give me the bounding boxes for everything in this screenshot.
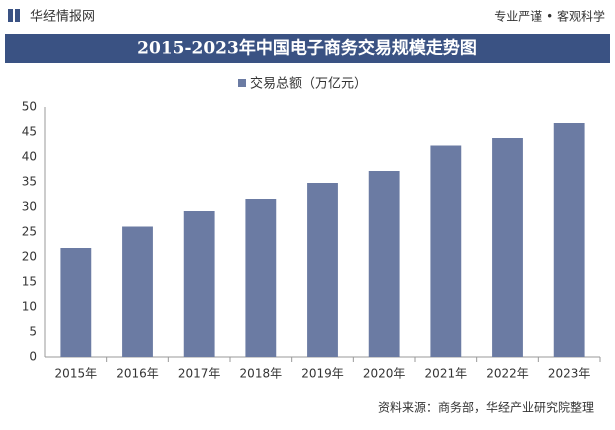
y-tick-label: 45 — [22, 125, 37, 139]
x-tick-label: 2022年 — [486, 367, 529, 381]
y-tick-label: 20 — [22, 250, 37, 264]
bar — [368, 171, 400, 357]
bar — [245, 199, 277, 357]
x-tick-label: 2020年 — [363, 367, 406, 381]
x-tick-label: 2019年 — [301, 367, 344, 381]
x-tick-label: 2023年 — [548, 367, 591, 381]
y-tick-label: 10 — [22, 300, 37, 314]
logo-text: 华经情报网 — [30, 10, 95, 25]
legend-label: 交易总额（万亿元） — [250, 76, 367, 92]
bar — [183, 211, 215, 357]
y-tick-label: 0 — [29, 350, 37, 364]
bar — [553, 123, 585, 357]
x-tick-label: 2017年 — [178, 367, 221, 381]
y-tick-label: 25 — [22, 225, 37, 239]
bar — [307, 183, 338, 357]
logo-icon — [8, 9, 13, 22]
y-tick-label: 40 — [22, 150, 37, 164]
x-tick-label: 2021年 — [425, 367, 468, 381]
legend-swatch — [238, 79, 246, 87]
y-tick-label: 30 — [22, 200, 37, 214]
bar — [430, 145, 462, 357]
bar — [122, 226, 153, 357]
chart-title: 2015-2023年中国电子商务交易规模走势图 — [137, 38, 477, 59]
x-tick-label: 2018年 — [240, 367, 283, 381]
y-tick-label: 15 — [22, 275, 37, 289]
logo-icon — [15, 9, 20, 22]
x-tick-label: 2015年 — [55, 367, 98, 381]
bar — [60, 248, 92, 357]
x-tick-label: 2016年 — [116, 367, 159, 381]
source: 资料来源：商务部，华经产业研究院整理 — [378, 400, 594, 415]
y-tick-label: 5 — [29, 325, 37, 339]
y-tick-label: 50 — [22, 100, 37, 114]
bar — [492, 138, 523, 357]
slogan: 专业严谨 • 客观科学 — [494, 9, 605, 24]
y-tick-label: 35 — [22, 175, 37, 189]
title-bar — [5, 34, 610, 63]
